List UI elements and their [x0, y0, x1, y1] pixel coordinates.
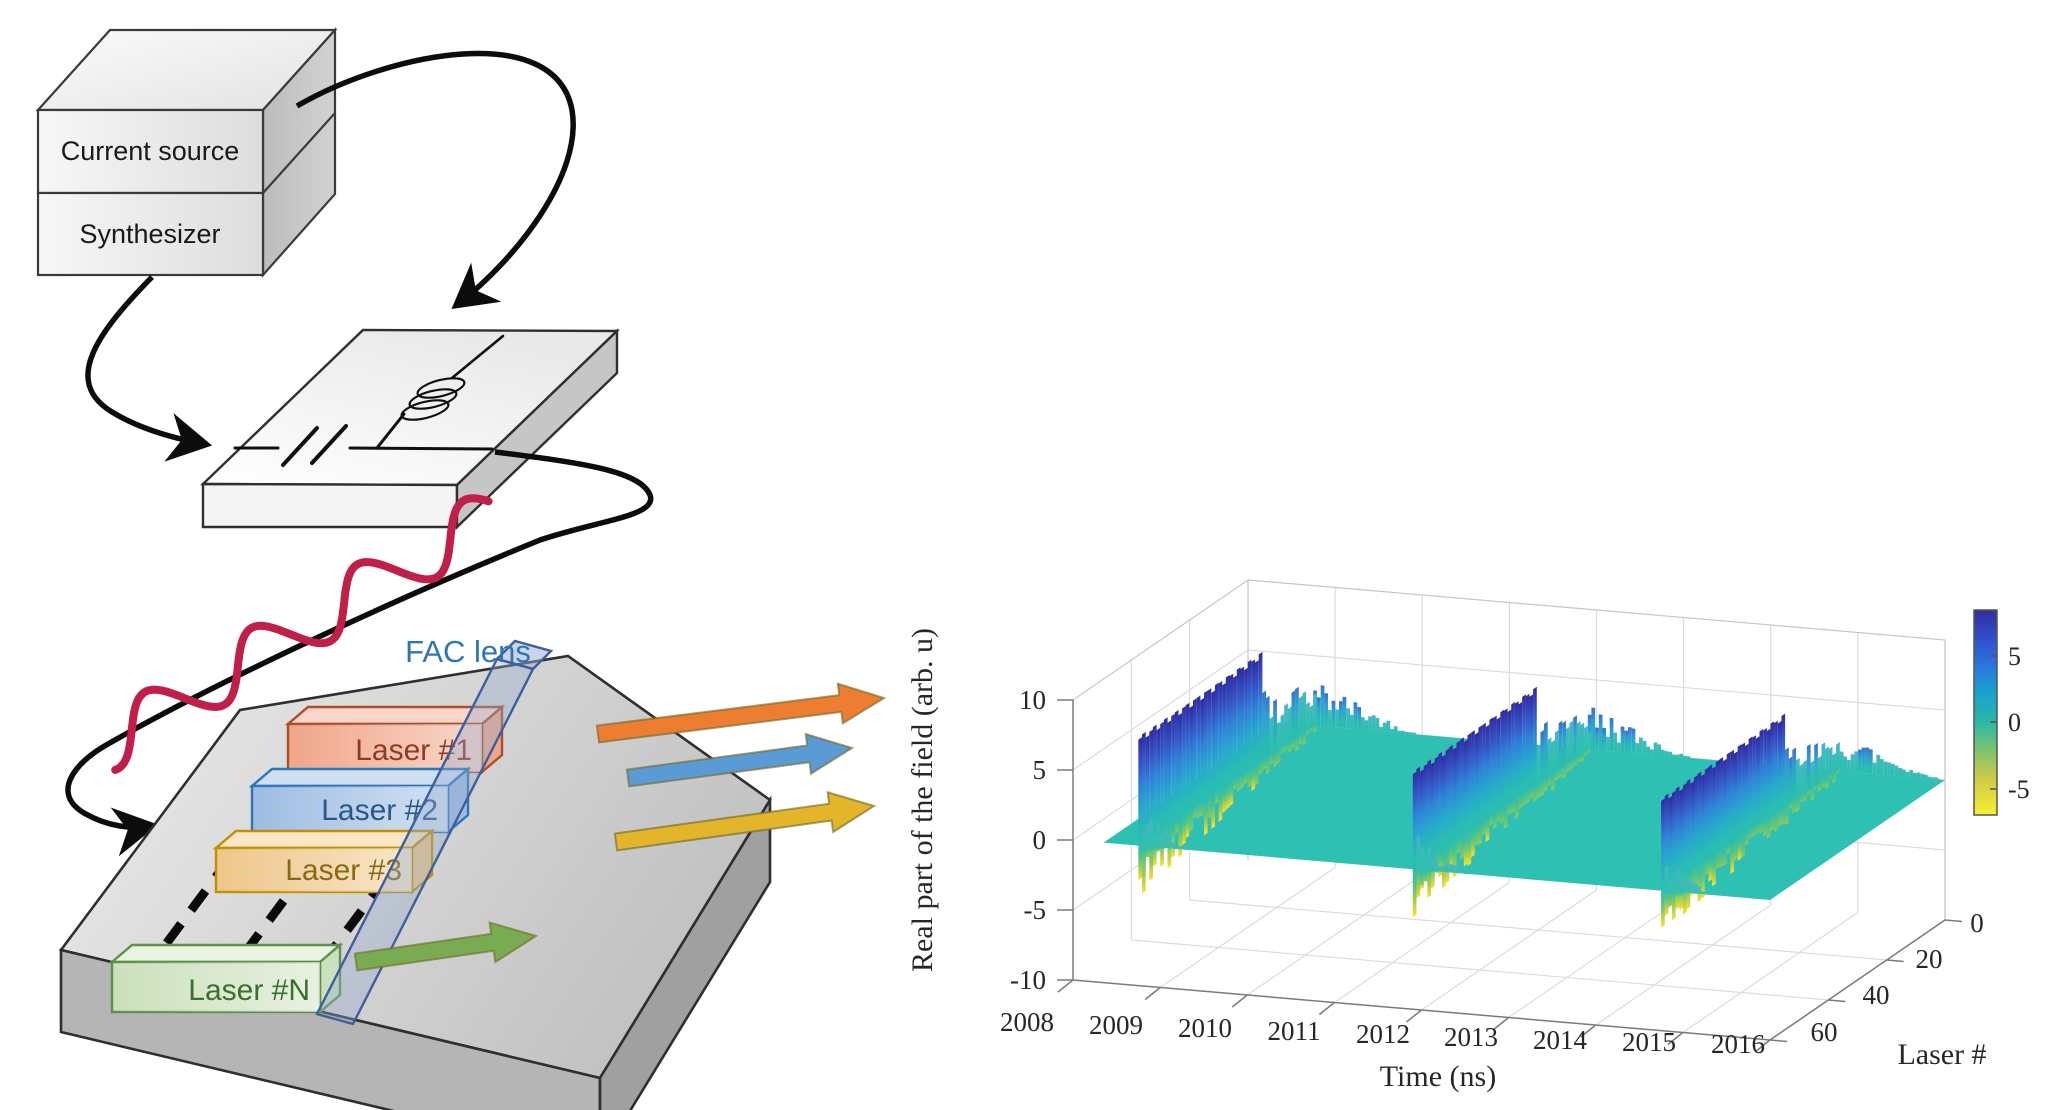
- z-tick-labels: 10 5 0 -5 -10: [1010, 685, 1046, 995]
- capacitor-plate-1: [281, 426, 319, 467]
- capacitor-plate-2: [310, 424, 348, 465]
- colorbar-tick-5: 5: [2008, 642, 2021, 671]
- laser-axis-line: [1769, 919, 1946, 1041]
- output-beam-arrows: [353, 682, 887, 972]
- laser-axis-title: Laser #: [1897, 1038, 1986, 1071]
- z-tick-0: 0: [1033, 825, 1047, 855]
- laser-bar-label-2: Laser #2: [321, 794, 438, 827]
- colorbar-ticks: [1990, 655, 1997, 790]
- surface-bursts: [1138, 651, 1939, 928]
- laser-bar-4: Laser #N: [108, 942, 344, 1015]
- instrument-box: Current source Synthesizer: [35, 27, 338, 278]
- inductor-lead-bottom: [375, 412, 406, 450]
- fac-lens-label: FAC lens: [405, 634, 531, 669]
- x-tick-2015: 2015: [1622, 1027, 1676, 1057]
- y-tick-60: 60: [1811, 1017, 1838, 1047]
- x-tick-2016: 2016: [1711, 1029, 1765, 1059]
- x-tick-2013: 2013: [1444, 1022, 1498, 1052]
- platform-right-face: [598, 795, 772, 1110]
- surface-plot: 10 5 0 -5 -10 2008 2009 2010 2011 2012 2…: [906, 578, 2030, 1093]
- x-tick-2011: 2011: [1268, 1016, 1321, 1046]
- fac-lens: [315, 639, 554, 1026]
- colorbar-gradient: [1973, 609, 1998, 816]
- bias-tee-board: [200, 328, 620, 530]
- z-tick-neg5: -5: [1024, 895, 1047, 925]
- laser-bar-label-1: Laser #1: [355, 734, 472, 767]
- laser-bar-3: Laser #3: [212, 828, 436, 895]
- circuit-trace-right: [348, 446, 494, 451]
- x-tick-2010: 2010: [1178, 1013, 1232, 1043]
- fac-lens-body: [315, 657, 535, 1026]
- laser-bar-label-4: Laser #N: [188, 974, 310, 1007]
- x-tick-2014: 2014: [1533, 1025, 1588, 1055]
- colorbar-tick-0: 0: [2008, 708, 2021, 737]
- laser-bar-sheen: [112, 962, 320, 1012]
- laser-bar-1: Laser #1: [284, 704, 506, 775]
- beam-arrow-4: [353, 921, 539, 972]
- time-tick-labels: 2008 2009 2010 2011 2012 2013 2014 2015 …: [1000, 1007, 1765, 1059]
- current-source-label: Current source: [61, 136, 240, 166]
- z-tick-5: 5: [1033, 755, 1047, 785]
- x-tick-2008: 2008: [1000, 1007, 1054, 1037]
- beam-arrow-2: [625, 732, 855, 788]
- laser-bar-label-3: Laser #3: [285, 854, 402, 887]
- laser-bar-sheen: [288, 724, 482, 772]
- tick-marks: [1057, 699, 1963, 1053]
- time-axis-title: Time (ns): [1380, 1060, 1496, 1093]
- synthesizer-label: Synthesizer: [79, 219, 220, 249]
- beam-arrow-3: [613, 790, 877, 852]
- laser-bars: Laser #1 Laser #2 Laser #3 Laser #N: [108, 704, 506, 1015]
- experimental-setup-diagram: Current source Synthesizer: [35, 27, 887, 1110]
- laser-bar-sheen: [216, 848, 412, 892]
- plot-axes: 10 5 0 -5 -10 2008 2009 2010 2011 2012 2…: [906, 628, 1987, 1093]
- biastee-front-face: [201, 482, 459, 529]
- laser-bar-top-face: [212, 829, 436, 850]
- laser-tick-labels: 0 20 40 60: [1811, 908, 1984, 1047]
- z-tick-neg10: -10: [1010, 965, 1046, 995]
- laser-bar-2: Laser #2: [248, 766, 472, 835]
- inductor-lead-top: [450, 334, 505, 380]
- y-tick-40: 40: [1863, 980, 1890, 1010]
- rf-signal-wave: [111, 494, 493, 774]
- cable-synthesizer-to-biastee: [85, 275, 213, 462]
- cable-biastee-to-laser-array: [65, 449, 654, 857]
- beam-arrow-1: [595, 682, 887, 744]
- z-axis-title: Real part of the field (arb. u): [906, 628, 939, 972]
- laser-bar-top-face: [108, 943, 344, 964]
- colorbar-tick-neg5: -5: [2008, 775, 2030, 804]
- z-tick-10: 10: [1019, 685, 1046, 715]
- synthesizer-front-face: [36, 191, 265, 277]
- laser-bar-sheen: [252, 786, 448, 832]
- colorbar: 5 0 -5: [1973, 609, 2030, 816]
- cable-current-source-to-biastee: [295, 50, 576, 310]
- x-tick-2009: 2009: [1089, 1010, 1143, 1040]
- y-tick-20: 20: [1916, 944, 1943, 974]
- inductor-coil-icon: [400, 334, 505, 421]
- current-source-front-face: [36, 108, 265, 195]
- colorbar-tick-labels: 5 0 -5: [2008, 642, 2030, 804]
- y-tick-0: 0: [1970, 908, 1984, 938]
- instrument-box-side-divider: [262, 112, 336, 194]
- biastee-circuit: [233, 334, 505, 467]
- x-tick-2012: 2012: [1356, 1019, 1410, 1049]
